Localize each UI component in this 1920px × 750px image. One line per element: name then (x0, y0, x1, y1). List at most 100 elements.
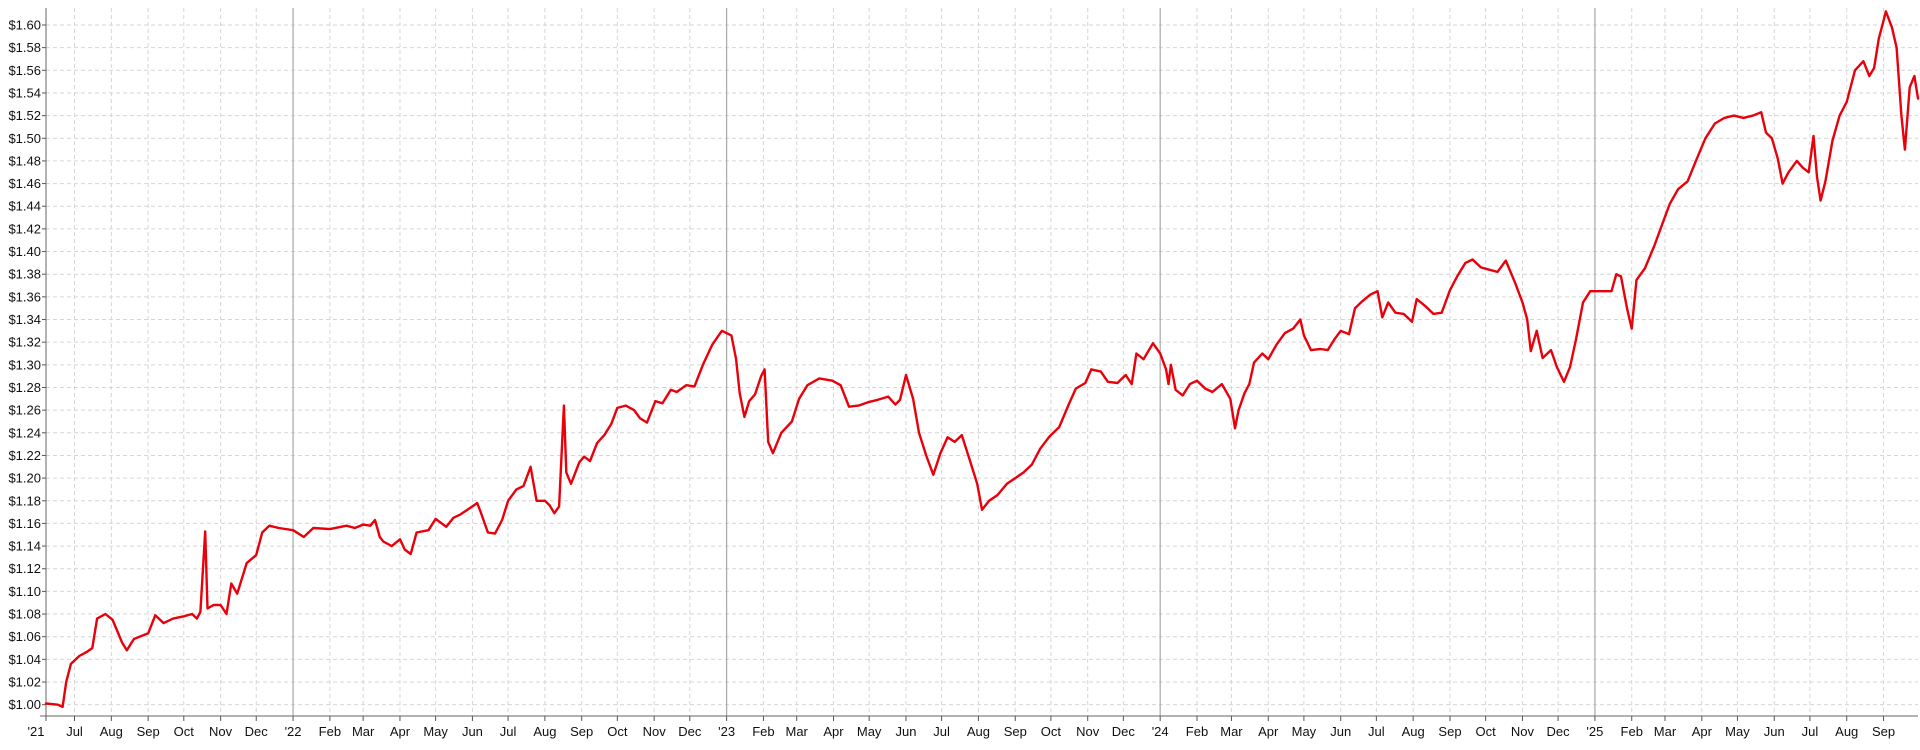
y-tick-label: $1.46 (8, 176, 41, 191)
y-tick-label: $1.34 (8, 312, 41, 327)
data-point (303, 536, 305, 538)
data-point (329, 528, 331, 530)
data-point (583, 455, 585, 458)
y-tick-label: $1.28 (8, 380, 41, 395)
data-point (1653, 245, 1656, 247)
data-point (1917, 97, 1919, 100)
data-point (91, 647, 94, 649)
x-tick-label: Jul (1802, 724, 1819, 739)
data-point (172, 617, 174, 620)
data-point (1075, 387, 1077, 390)
data-point (1530, 350, 1532, 353)
data-point (219, 604, 222, 606)
x-tick-label-year: '24 (1152, 724, 1169, 739)
data-point (1130, 383, 1133, 385)
data-point (675, 391, 678, 393)
data-point (1488, 268, 1490, 271)
data-point (1900, 114, 1903, 117)
data-point (610, 422, 613, 425)
data-point (558, 505, 560, 508)
data-point (199, 611, 202, 613)
data-point (848, 405, 850, 408)
x-tick-label: Jul (500, 724, 517, 739)
data-point (236, 592, 238, 595)
data-point (780, 432, 783, 434)
x-tick-label: Dec (1112, 724, 1136, 739)
data-point (1668, 203, 1671, 205)
x-tick-label: Dec (678, 724, 702, 739)
data-point (1589, 290, 1591, 293)
data-point (501, 519, 503, 521)
data-point (1354, 307, 1356, 310)
x-tick-label: Mar (352, 724, 375, 739)
data-point (1204, 387, 1207, 390)
data-point (369, 524, 372, 527)
data-point (1845, 101, 1848, 103)
x-tick-label: Apr (1258, 724, 1279, 739)
data-point (1267, 358, 1270, 361)
data-point (1496, 271, 1499, 273)
data-point (494, 532, 496, 535)
data-point (1031, 463, 1033, 466)
data-point (1303, 334, 1305, 337)
data-point (925, 454, 927, 457)
x-tick-label-year: '23 (718, 724, 735, 739)
y-tick-label: $1.22 (8, 448, 41, 463)
data-point (1135, 352, 1138, 355)
data-point (45, 702, 47, 705)
data-point (711, 343, 714, 346)
data-point (1310, 349, 1312, 351)
data-point (1387, 301, 1389, 304)
data-point (515, 488, 518, 491)
axes: $1.00 $1.02 $1.04 $1.06 $1.08 $1.10 $1.12 $1.14… (8, 8, 1918, 739)
data-point (96, 617, 98, 620)
data-point (1635, 279, 1638, 281)
data-point (548, 504, 551, 507)
data-point (1058, 426, 1060, 428)
data-point (981, 509, 983, 511)
data-point (685, 384, 687, 387)
data-point (1913, 75, 1916, 77)
data-point (1048, 435, 1051, 438)
x-tick-label-year: '21 (28, 724, 45, 739)
y-tick-label: $1.04 (8, 652, 41, 667)
data-point (760, 375, 762, 378)
data-point (748, 400, 750, 402)
data-point (1723, 117, 1726, 119)
data-point (1686, 180, 1689, 183)
data-point (1904, 148, 1906, 151)
data-point (1535, 330, 1538, 332)
data-point (763, 368, 766, 371)
x-tick-label: Sep (1872, 724, 1895, 739)
x-tick-label: Oct (607, 724, 628, 739)
data-point (818, 377, 821, 380)
data-point (1189, 383, 1191, 385)
data-point (839, 384, 842, 387)
data-point (905, 374, 907, 376)
data-point (535, 500, 538, 502)
data-point (1167, 383, 1170, 385)
y-tick-label: $1.48 (8, 153, 41, 168)
data-point (162, 622, 165, 624)
data-point (754, 393, 756, 396)
data-point (225, 613, 228, 615)
data-point (1802, 166, 1804, 169)
y-tick-label: $1.26 (8, 403, 41, 418)
data-point (1582, 301, 1584, 304)
data-point (806, 384, 809, 387)
data-point (1449, 289, 1451, 291)
y-tick-label: $1.08 (8, 607, 41, 622)
data-point (183, 615, 185, 618)
data-point (1597, 290, 1600, 293)
data-point (1339, 330, 1342, 332)
data-point (1862, 60, 1865, 62)
x-tick-label: Mar (1220, 724, 1243, 739)
data-point (61, 706, 64, 708)
data-point (1456, 275, 1458, 278)
data-point (1022, 471, 1025, 474)
data-point (1376, 290, 1379, 293)
data-point (1361, 300, 1363, 303)
data-point (116, 630, 119, 632)
data-point (946, 436, 949, 439)
